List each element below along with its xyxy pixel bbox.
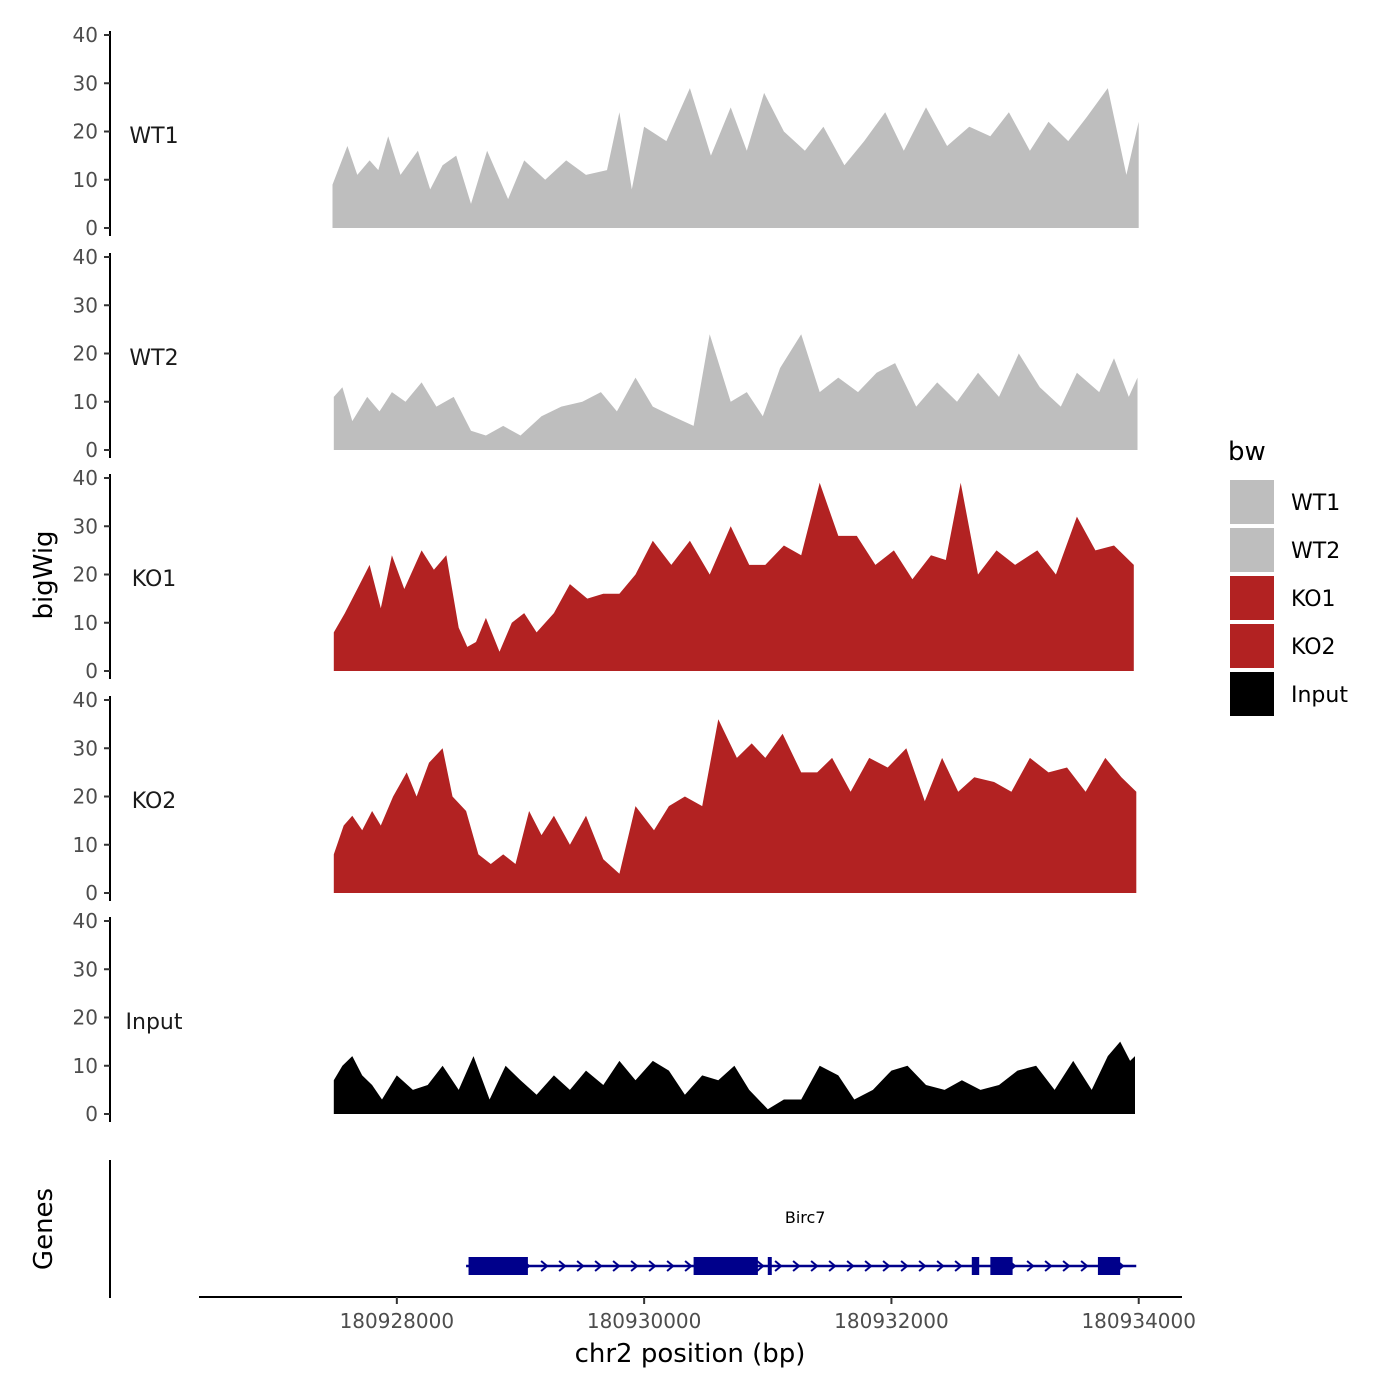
x-tick-label: 180930000 [587, 1309, 702, 1333]
y-tick-label: 0 [85, 659, 98, 683]
y-tick-label: 0 [85, 881, 98, 905]
legend-swatch-wt2 [1230, 528, 1274, 572]
y-axis-title: bigWig [29, 530, 59, 619]
y-tick-label: 0 [85, 216, 98, 240]
gene-track-title: Genes [29, 1188, 59, 1270]
legend-label-wt1: WT1 [1291, 491, 1340, 516]
y-tick-label: 20 [73, 1006, 98, 1030]
legend-swatch-input [1230, 672, 1274, 716]
track-input: 0 10 20 30 40 Input [73, 909, 1135, 1126]
x-tick-label: 180934000 [1081, 1309, 1196, 1333]
y-tick-label: 30 [73, 293, 98, 317]
y-tick-label: 30 [73, 736, 98, 760]
track-label: WT1 [129, 124, 178, 149]
track-label: WT2 [129, 346, 178, 371]
gene-track: Genes Birc7 [29, 1160, 1137, 1298]
x-axis: chr2 position (bp) 180928000 180930000 180… [199, 1296, 1196, 1369]
strand-arrow [792, 1260, 801, 1272]
coverage-area-ko1 [333, 482, 1134, 671]
y-tick-label: 20 [73, 563, 98, 587]
strand-arrow [1062, 1260, 1071, 1272]
strand-arrow [540, 1260, 549, 1272]
coverage-area-input [333, 1041, 1135, 1114]
y-tick-label: 20 [73, 120, 98, 144]
strand-arrow [1044, 1260, 1053, 1272]
strand-arrow [1080, 1260, 1089, 1272]
y-tick-label: 10 [73, 611, 98, 635]
gene-exon [990, 1257, 1013, 1275]
y-tick-label: 10 [73, 1054, 98, 1078]
strand-arrow [648, 1260, 657, 1272]
gene-birc7: Birc7 [466, 1208, 1137, 1275]
legend-swatch-ko1 [1230, 576, 1274, 620]
coverage-area-wt2 [333, 334, 1138, 450]
strand-arrow [954, 1260, 963, 1272]
strand-arrow [882, 1260, 891, 1272]
gene-exon [767, 1257, 772, 1275]
coverage-area-ko2 [333, 719, 1137, 893]
legend-swatch-ko2 [1230, 624, 1274, 668]
legend-swatch-wt1 [1230, 480, 1274, 524]
legend-label-ko2: KO2 [1291, 635, 1336, 660]
y-tick-label: 40 [73, 245, 98, 269]
track-ko1: 0 10 20 30 40 KO1 [73, 466, 1134, 683]
strand-arrow [864, 1260, 873, 1272]
gene-name-label: Birc7 [785, 1208, 826, 1227]
strand-arrow [900, 1260, 909, 1272]
track-ko2: 0 10 20 30 40 KO2 [73, 688, 1137, 905]
track-label: KO2 [132, 789, 177, 814]
track-wt1: 0 10 20 30 40 WT1 [73, 23, 1139, 240]
legend-label-input: Input [1291, 683, 1348, 708]
strand-arrow [846, 1260, 855, 1272]
y-tick-label: 40 [73, 909, 98, 933]
coverage-area-wt1 [332, 88, 1139, 228]
strand-arrow [828, 1260, 837, 1272]
gene-exon [468, 1257, 528, 1275]
strand-arrow [666, 1260, 675, 1272]
x-tick-label: 180928000 [340, 1309, 455, 1333]
y-tick-label: 40 [73, 688, 98, 712]
legend: bw WT1 WT2 KO1 KO2 Input [1228, 437, 1348, 716]
x-tick-label: 180932000 [834, 1309, 949, 1333]
strand-arrow [918, 1260, 927, 1272]
tracks-layer: 0 10 20 30 40 WT1 0 10 20 30 40 WT2 0 10 20 30 40 KO1 0 10 2… [73, 23, 1139, 1126]
legend-title: bw [1228, 437, 1266, 467]
gene-exon [693, 1257, 758, 1275]
strand-arrow [810, 1260, 819, 1272]
y-tick-label: 20 [73, 785, 98, 809]
y-tick-label: 30 [73, 514, 98, 538]
gene-exon [971, 1257, 980, 1275]
gene-exon [1097, 1257, 1121, 1275]
y-tick-label: 20 [73, 342, 98, 366]
strand-arrow [756, 1260, 765, 1272]
y-tick-label: 10 [73, 390, 98, 414]
strand-arrow [594, 1260, 603, 1272]
strand-arrow [612, 1260, 621, 1272]
strand-arrow [936, 1260, 945, 1272]
strand-arrow [630, 1260, 639, 1272]
y-tick-label: 0 [85, 1102, 98, 1126]
track-wt2: 0 10 20 30 40 WT2 [73, 245, 1138, 462]
track-label: KO1 [132, 567, 177, 592]
y-tick-label: 40 [73, 23, 98, 47]
x-axis-title: chr2 position (bp) [575, 1339, 806, 1369]
track-label: Input [126, 1010, 183, 1035]
strand-arrow [1026, 1260, 1035, 1272]
y-tick-label: 10 [73, 833, 98, 857]
y-tick-label: 30 [73, 71, 98, 95]
legend-label-wt2: WT2 [1291, 539, 1340, 564]
legend-label-ko1: KO1 [1291, 587, 1336, 612]
strand-arrow [576, 1260, 585, 1272]
strand-arrow [774, 1260, 783, 1272]
strand-arrow [558, 1260, 567, 1272]
strand-arrow [684, 1260, 693, 1272]
y-tick-label: 0 [85, 438, 98, 462]
y-tick-label: 30 [73, 957, 98, 981]
y-tick-label: 40 [73, 466, 98, 490]
y-tick-label: 10 [73, 168, 98, 192]
